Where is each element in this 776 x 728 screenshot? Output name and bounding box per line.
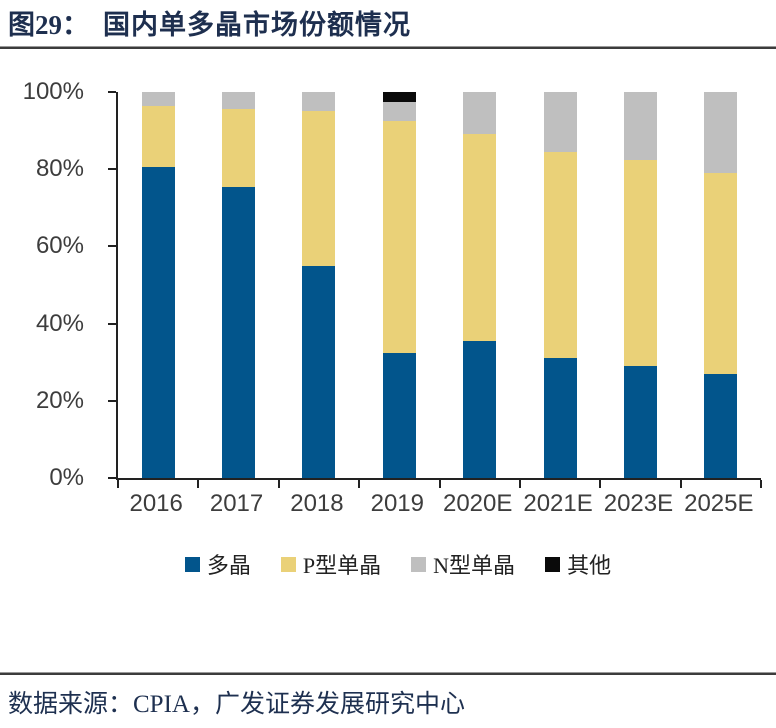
y-axis-tick: [108, 91, 116, 93]
bar-segment: [382, 101, 416, 121]
legend-swatch: [280, 556, 296, 572]
y-axis-tick: [108, 477, 116, 479]
y-axis-tick: [108, 245, 116, 248]
legend-swatch: [184, 556, 200, 572]
legend-item: 其他: [545, 548, 611, 580]
y-axis-tick: [108, 322, 116, 325]
x-axis-tick: [117, 480, 119, 488]
y-axis-tick-label: 100%: [22, 78, 84, 105]
plot-area: [108, 91, 762, 488]
bar-segment: [543, 358, 577, 478]
x-axis-label: 2019: [370, 490, 424, 517]
x-axis-tick: [197, 480, 200, 488]
x-axis-tick: [277, 480, 280, 488]
source-note: 数据来源：CPIA，广发证券发展研究中心: [8, 691, 465, 718]
y-axis-tick-label: 80%: [35, 155, 84, 183]
bar-segment: [222, 109, 256, 187]
bar-segment: [141, 105, 175, 168]
title-divider-rule: [0, 46, 776, 49]
bar-segment: [463, 340, 497, 478]
legend-swatch: [545, 556, 561, 572]
x-axis-label: 2025E: [684, 490, 754, 517]
bar-segment: [382, 92, 416, 102]
legend-label: 其他: [567, 553, 612, 578]
x-axis-label: 2023E: [603, 490, 674, 517]
bar-segment: [463, 134, 497, 341]
y-axis-tick-label: 20%: [35, 386, 84, 414]
bar-segment: [222, 186, 256, 478]
bar-segment: [704, 92, 738, 174]
x-axis-label: 2021E: [523, 490, 593, 517]
y-axis-tick-label: 60%: [35, 232, 84, 260]
x-axis-tick: [760, 480, 762, 488]
legend-label: 多晶: [206, 553, 251, 578]
figure-title-row: 图29： 国内单多晶市场份额情况: [8, 4, 411, 46]
bar-segment: [302, 92, 336, 112]
x-axis-tick: [518, 480, 521, 488]
legend-label: N型单晶: [433, 553, 516, 578]
bar-segment: [302, 265, 336, 478]
y-axis-tick: [108, 168, 116, 171]
legend-item: P型单晶: [280, 548, 382, 580]
legend-item: N型单晶: [411, 548, 515, 580]
legend-item: 多晶: [184, 548, 251, 580]
x-axis-labels: 2016 2017 2018 2019 2020E 2021E 2023E 2025E: [116, 490, 759, 520]
x-axis-label: 2017: [209, 490, 264, 517]
bar-segment: [623, 366, 657, 478]
bar-segment: [222, 92, 256, 110]
y-axis-tick: [108, 399, 116, 402]
bar-segment: [382, 352, 416, 478]
bar-segment: [704, 173, 738, 374]
x-axis-tick: [679, 480, 682, 488]
legend-label: P型单晶: [302, 553, 382, 578]
figure-title: 国内单多晶市场份额情况: [103, 10, 411, 40]
x-axis-label: 2018: [290, 490, 344, 517]
bar-segment: [141, 167, 175, 478]
x-axis-label: 2020E: [442, 490, 513, 517]
y-axis-tick-label: 40%: [35, 309, 84, 337]
bar-segment: [623, 92, 657, 160]
bar-segment: [704, 373, 738, 478]
bar-segment: [543, 92, 577, 152]
x-axis-tick: [599, 480, 602, 488]
x-axis-tick: [438, 480, 441, 488]
bar-segment: [302, 111, 336, 266]
footer-divider-rule: [0, 672, 776, 675]
bar-segment: [141, 92, 175, 106]
y-axis-labels: 0% 20% 40% 60% 80% 100%: [0, 78, 100, 491]
bar-segment: [463, 92, 497, 135]
bar-segment: [382, 120, 416, 353]
figure-number-label: 图29：: [8, 10, 89, 40]
x-axis-tick: [358, 480, 361, 488]
legend-swatch: [411, 556, 427, 572]
bar-segment: [543, 151, 577, 359]
y-axis-tick-label: 0%: [49, 464, 84, 491]
x-axis-label: 2016: [129, 490, 183, 517]
legend: 多晶 P型单晶 N型单晶 其他: [20, 548, 776, 580]
bar-segment: [623, 159, 657, 367]
